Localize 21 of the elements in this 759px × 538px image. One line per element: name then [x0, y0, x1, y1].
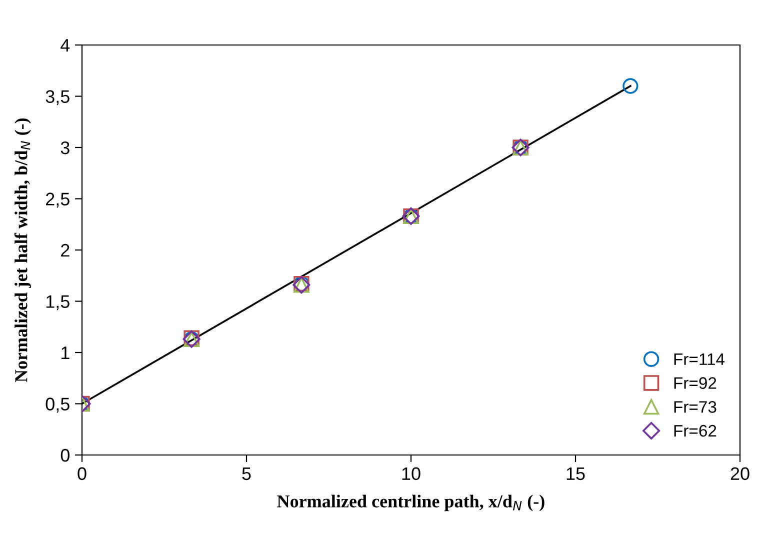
y-tick-label: 2: [61, 244, 70, 257]
y-tick-label: 1: [62, 346, 70, 360]
legend-label: Fr=92: [674, 377, 716, 389]
legend-label: Fr=73: [674, 401, 716, 413]
legend-label: Fr=62: [674, 424, 716, 437]
y-tick-label: 0,5: [46, 398, 70, 413]
y-axis-title: Normalized jet half width, b/d$_{N}$ (-): [14, 118, 31, 382]
x-tick-label: 20: [730, 467, 750, 480]
y-tick-label: 3,5: [46, 90, 70, 106]
y-tick-label: 1,5: [46, 295, 70, 310]
x-axis-title: Normalized centrline path, x/d$_{N}$ (-): [277, 494, 544, 512]
y-tick-label: 0: [60, 448, 70, 462]
y-tick-label: 2,5: [46, 192, 70, 208]
x-tick-label: 5: [242, 467, 251, 480]
point: [622, 78, 638, 94]
x-tick-label: 15: [566, 467, 585, 480]
x-tick-label: 0: [78, 467, 86, 480]
y-tick-label: 4: [60, 39, 70, 52]
x-tick-label: 10: [402, 467, 420, 480]
y-tick-label: 3: [60, 141, 70, 154]
legend-label: Fr=114: [674, 353, 725, 365]
